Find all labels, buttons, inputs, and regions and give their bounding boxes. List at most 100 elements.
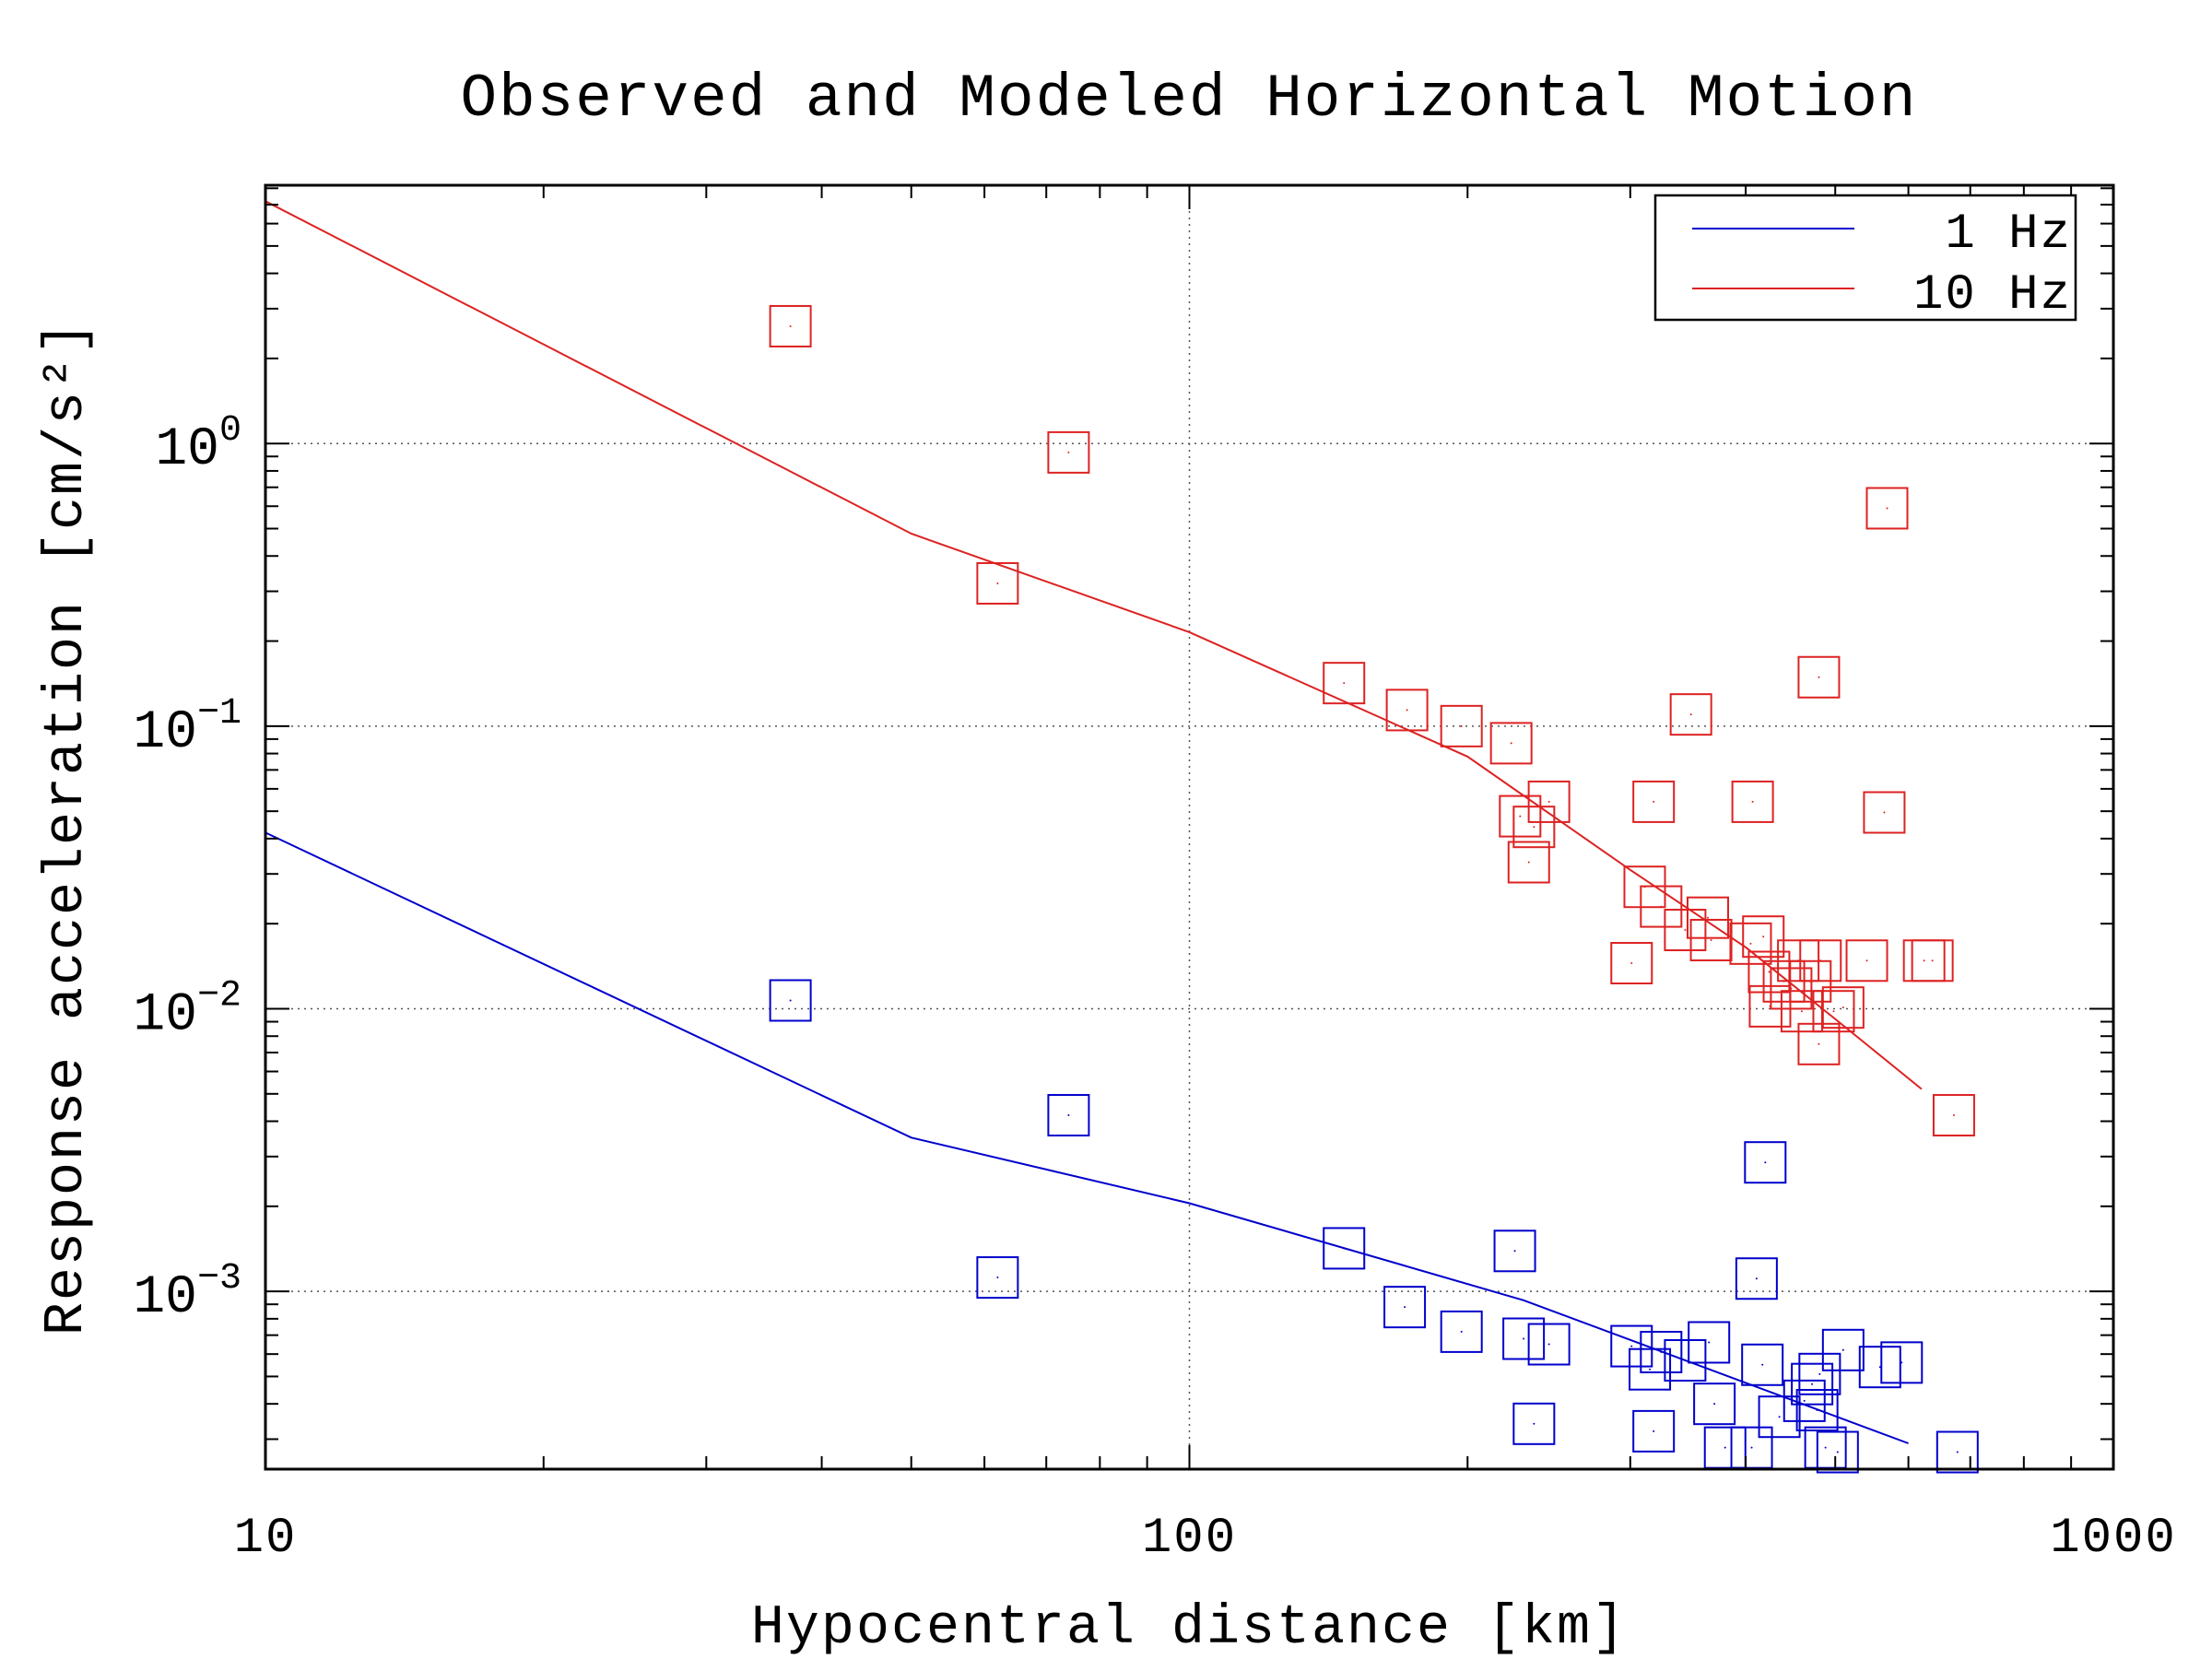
observed-point-10hz: [1047, 430, 1090, 474]
observed-point-1hz: [769, 979, 812, 1022]
y-tick-label: 10−1: [133, 693, 241, 763]
observed-point-center-10hz: [1841, 1006, 1844, 1009]
observed-point-10hz: [1489, 722, 1533, 765]
observed-point-center-10hz: [1931, 959, 1934, 962]
observed-point-center-10hz: [1653, 800, 1655, 803]
observed-point-10hz: [1932, 1094, 1975, 1137]
observed-point-center-1hz: [1811, 1382, 1814, 1385]
observed-point-1hz: [1791, 1362, 1834, 1406]
observed-point-center-10hz: [1886, 507, 1888, 510]
observed-point-center-1hz: [1660, 1350, 1663, 1353]
observed-point-center-1hz: [1836, 1451, 1839, 1453]
observed-point-1hz: [1735, 1257, 1778, 1300]
observed-point-1hz: [1527, 1323, 1571, 1366]
y-tick-label: 10−3: [133, 1258, 241, 1328]
observed-point-center-1hz: [1460, 1330, 1463, 1333]
observed-point-1hz: [1688, 1321, 1731, 1364]
observed-point-10hz: [1507, 841, 1550, 884]
observed-point-center-1hz: [1067, 1114, 1070, 1117]
observed-point-center-10hz: [1762, 935, 1765, 938]
observed-point-center-10hz: [789, 324, 792, 327]
observed-point-10hz: [1797, 1022, 1841, 1065]
observed-point-center-1hz: [1755, 1277, 1758, 1280]
observed-point-center-1hz: [1713, 1403, 1716, 1406]
observed-point-1hz: [1610, 1324, 1653, 1368]
observed-point-center-10hz: [1832, 1010, 1835, 1013]
observed-point-center-1hz: [789, 999, 792, 1002]
observed-point-10hz: [1799, 939, 1842, 982]
y-axis-label: Response acceleration [cm/s²]: [36, 320, 99, 1335]
observed-point-1hz: [1744, 1141, 1787, 1184]
observed-point-10hz: [1865, 487, 1909, 530]
observed-point-center-10hz: [1519, 815, 1522, 818]
y-tick-labels: 100 10−1 10−2 10−3: [133, 410, 241, 1328]
observed-point-center-10hz: [1460, 724, 1463, 727]
observed-point-center-1hz: [1513, 1250, 1516, 1253]
observed-point-center-10hz: [1952, 1114, 1955, 1117]
observed-point-1hz: [1795, 1388, 1839, 1431]
observed-point-center-10hz: [1660, 905, 1663, 908]
observed-point-10hz: [1440, 704, 1483, 747]
observed-point-10hz: [976, 561, 1019, 605]
observed-point-10hz: [1640, 885, 1683, 928]
observed-point-center-10hz: [1923, 959, 1925, 962]
observed-point-10hz: [1512, 806, 1556, 849]
x-tick-labels: 10 100 1000: [234, 1511, 2177, 1567]
observed-point-center-10hz: [1343, 682, 1346, 685]
observed-point-center-10hz: [1865, 959, 1868, 962]
observed-point-center-10hz: [996, 582, 999, 584]
observed-point-1hz: [1047, 1094, 1090, 1137]
observed-point-1hz: [1783, 1379, 1826, 1422]
observed-point-center-1hz: [1778, 1416, 1781, 1418]
grid-lines: [265, 185, 2113, 1469]
observed-point-center-1hz: [1684, 1359, 1687, 1362]
observed-point-center-10hz: [1800, 1010, 1803, 1013]
legend-box: [1653, 194, 2077, 322]
observed-point-10hz: [1863, 791, 1906, 834]
observed-point-10hz: [1797, 655, 1841, 699]
plot-frame: [264, 183, 2115, 1471]
y-tick-label: 10−2: [133, 975, 241, 1045]
observed-point-center-10hz: [1689, 713, 1692, 716]
observed-point-center-1hz: [1630, 1345, 1633, 1347]
observed-point-10hz: [1845, 939, 1888, 982]
observed-point-center-1hz: [1649, 1368, 1652, 1371]
observed-point-1hz: [1323, 1227, 1366, 1270]
observed-point-center-1hz: [1841, 1348, 1844, 1351]
x-axis-label: Hypocentral distance [km]: [751, 1597, 1627, 1659]
observed-point-10hz: [1742, 915, 1785, 959]
observed-point-center-10hz: [1797, 959, 1800, 962]
observed-point-center-10hz: [1883, 811, 1886, 814]
observed-point-10hz: [1689, 918, 1733, 961]
observed-point-center-1hz: [1816, 1408, 1818, 1411]
observed-point-center-10hz: [1751, 800, 1754, 803]
observed-point-center-1hz: [1750, 1446, 1753, 1449]
x-tick-label: 100: [1142, 1511, 1237, 1567]
observed-point-10hz: [1527, 780, 1571, 823]
legend: 1 Hz 10 Hz: [1653, 194, 2077, 324]
observed-point-center-1hz: [1956, 1451, 1959, 1453]
observed-point-10hz: [769, 304, 812, 347]
observed-point-1hz: [1936, 1430, 1979, 1474]
observed-point-1hz: [1629, 1347, 1672, 1391]
observed-point-1hz: [1798, 1352, 1841, 1395]
observed-point-10hz: [1770, 967, 1813, 1010]
observed-point-center-10hz: [1768, 971, 1771, 973]
observed-point-center-1hz: [1343, 1247, 1346, 1250]
observed-point-center-10hz: [1067, 451, 1070, 453]
observed-point-center-10hz: [1749, 942, 1752, 945]
x-tick-label: 10: [234, 1511, 298, 1567]
observed-point-1hz: [1440, 1310, 1483, 1353]
observed-point-1hz: [1741, 1343, 1784, 1386]
observed-point-center-10hz: [1818, 1042, 1820, 1045]
observed-point-center-1hz: [1878, 1366, 1881, 1369]
legend-label-10hz: 10 Hz: [1913, 267, 2072, 324]
observed-point-center-10hz: [1684, 929, 1687, 932]
observed-point-10hz: [1632, 780, 1676, 823]
observed-point-center-10hz: [1710, 938, 1712, 941]
x-tick-label: 1000: [2050, 1511, 2177, 1567]
observed-point-1hz: [1821, 1328, 1865, 1371]
observed-point-center-10hz: [1510, 742, 1512, 745]
observed-point-10hz: [1669, 693, 1712, 736]
